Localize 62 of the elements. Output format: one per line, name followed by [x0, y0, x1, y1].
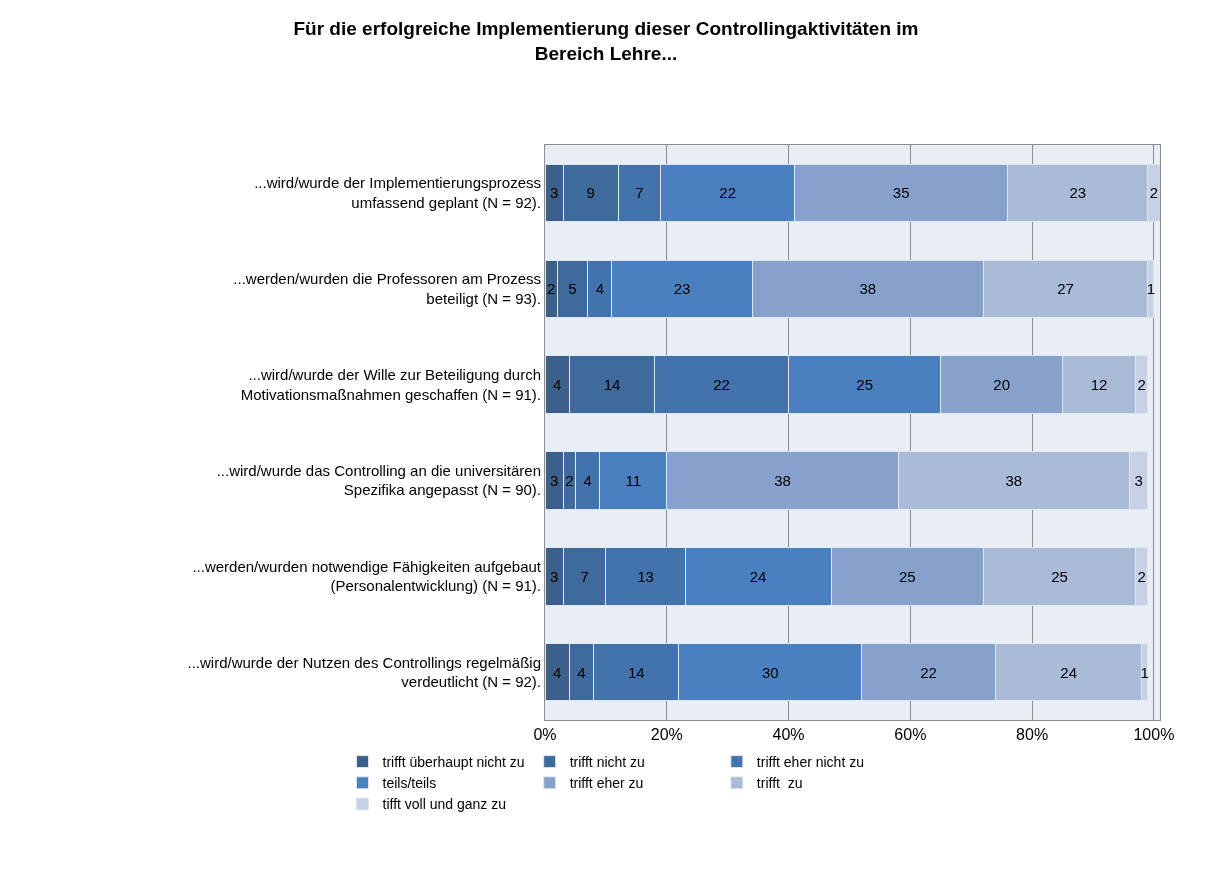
- y-tick-label: ...wird/wurde das Controlling an die universitären Spezifika angepasst (N = 90).: [216, 461, 541, 499]
- legend-label: teils/teils: [382, 775, 437, 792]
- data-label: 2: [1149, 184, 1159, 202]
- data-label: 11: [625, 471, 642, 489]
- data-label: 2: [1137, 376, 1146, 394]
- data-label: 20: [993, 376, 1011, 394]
- data-label: 25: [898, 567, 916, 585]
- data-label: 35: [892, 184, 910, 202]
- chart-title: Für die erfolgreiche Implementierung dieser Controllingaktivitäten im Bereich Lehre...: [293, 17, 919, 64]
- legend-label: trifft zu: [756, 775, 803, 792]
- legend-label: trifft eher zu: [569, 775, 644, 792]
- legend-label: trifft überhaupt nicht zu: [382, 754, 525, 771]
- data-label: 4: [553, 663, 562, 681]
- data-label: 9: [586, 184, 595, 202]
- data-label: 14: [627, 663, 645, 681]
- x-tick-label: 40%: [772, 726, 805, 744]
- data-label: 2: [1137, 567, 1146, 585]
- data-label: 22: [719, 184, 737, 202]
- data-label: 4: [553, 376, 562, 394]
- data-label: 7: [635, 184, 644, 202]
- data-label: 24: [749, 567, 767, 585]
- data-label: 38: [774, 471, 791, 489]
- data-label: 30: [761, 663, 779, 681]
- data-label: 22: [713, 376, 730, 394]
- y-tick-label: ...werden/wurden die Professoren am Prozess beteiligt (N = 93).: [233, 270, 541, 307]
- data-label: 1: [1146, 280, 1156, 298]
- data-label: 3: [1134, 471, 1143, 489]
- data-label: 25: [856, 376, 874, 394]
- data-label: 38: [859, 280, 877, 298]
- x-tick-label: 0%: [533, 726, 557, 744]
- data-label: 38: [1005, 471, 1023, 489]
- data-label: 2: [565, 471, 574, 489]
- data-label: 5: [568, 280, 577, 298]
- y-tick-label: ...wird/wurde der Implementierungsprozess umfassend geplant (N = 92).: [254, 174, 541, 211]
- data-label: 3: [549, 567, 559, 585]
- data-label: 24: [1060, 663, 1077, 681]
- data-label: 2: [546, 280, 556, 298]
- data-label: 3: [549, 471, 559, 489]
- data-label: 4: [583, 471, 592, 489]
- data-label: 14: [603, 376, 621, 394]
- x-tick-label: 80%: [1016, 726, 1049, 744]
- y-tick-label: ...wird/wurde der Nutzen des Controllings regelmäßig verdeutlicht (N = 92).: [187, 653, 541, 691]
- data-label: 4: [577, 663, 586, 681]
- legend-label: tifft voll und ganz zu: [382, 796, 506, 813]
- x-tick-label: 20%: [650, 726, 683, 744]
- data-label: 12: [1090, 376, 1108, 394]
- legend-label: trifft nicht zu: [569, 754, 645, 771]
- data-label: 3: [549, 184, 559, 202]
- x-tick-label: 100%: [1133, 726, 1175, 744]
- legend-label: trifft eher nicht zu: [756, 754, 864, 771]
- data-label: 4: [595, 280, 604, 298]
- y-tick-label: ...wird/wurde der Wille zur Beteiligung durch Motivationsmaßnahmen geschaffen (N = 91).: [240, 366, 541, 403]
- data-label: 23: [673, 280, 691, 298]
- data-label: 13: [637, 567, 654, 585]
- data-label: 25: [1051, 567, 1068, 585]
- data-label: 23: [1069, 184, 1087, 202]
- data-label: 22: [920, 663, 937, 681]
- data-label: 7: [580, 567, 589, 585]
- x-tick-label: 60%: [894, 726, 927, 744]
- data-label: 27: [1057, 280, 1074, 298]
- y-tick-label: ...werden/wurden notwendige Fähigkeiten aufgebaut (Personalentwicklung) (N = 91).: [192, 557, 542, 595]
- data-label: 1: [1140, 663, 1149, 681]
